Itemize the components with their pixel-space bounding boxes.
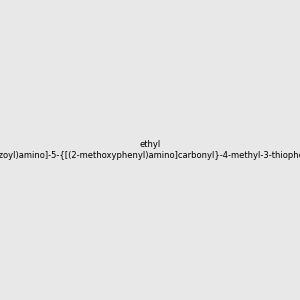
Text: ethyl 2-[(3-fluorobenzoyl)amino]-5-{[(2-methoxyphenyl)amino]carbonyl}-4-methyl-3: ethyl 2-[(3-fluorobenzoyl)amino]-5-{[(2-… bbox=[0, 140, 300, 160]
